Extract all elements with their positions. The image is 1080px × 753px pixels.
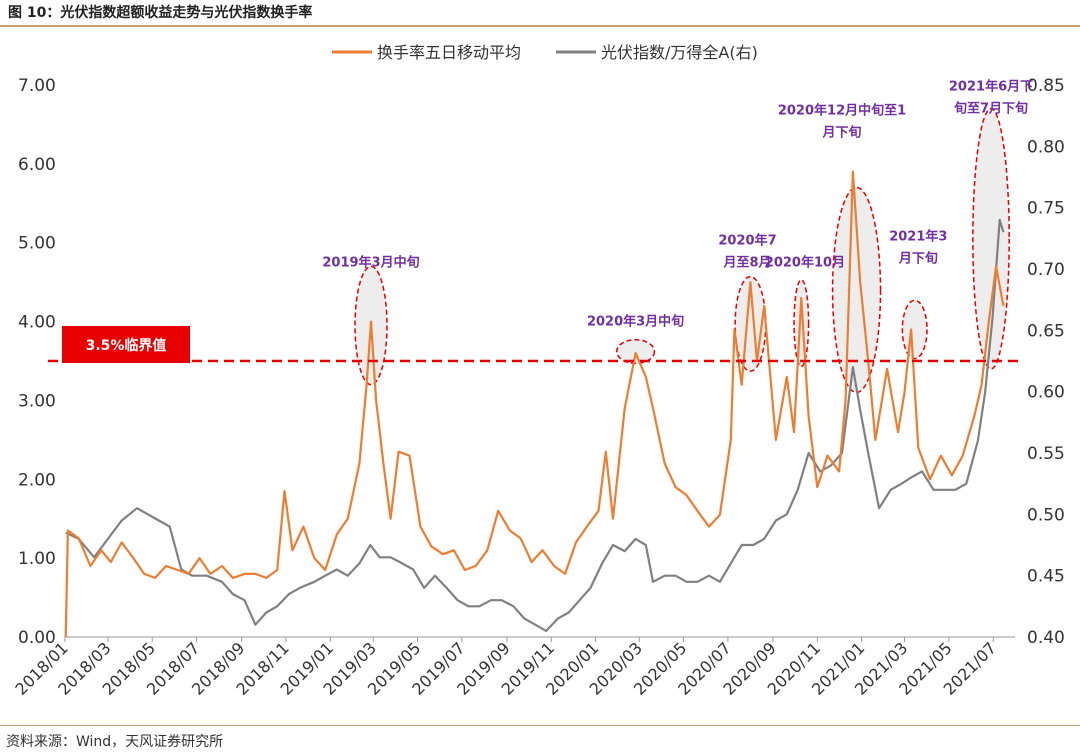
- chart: 换手率五日移动平均 光伏指数/万得全A(右) 0.00 1.00 2.00 3.00 4.0…: [11, 43, 1065, 699]
- y-right-tick-label: 0.40: [1027, 628, 1065, 648]
- annotation-label: 2020年3月中旬: [587, 314, 684, 330]
- y-right-tick-label: 0.75: [1027, 199, 1065, 219]
- y-right-tick-label: 0.55: [1027, 444, 1065, 464]
- annotation-label: 2020年12月中旬至1: [778, 102, 906, 118]
- y-left-tick-label: 5.00: [18, 234, 56, 254]
- y-left-tick-label: 6.00: [18, 155, 56, 175]
- y-right-tick-label: 0.45: [1027, 567, 1065, 587]
- figure-title: 图 10：光伏指数超额收益走势与光伏指数换手率: [8, 5, 313, 21]
- annotation-ellipse: [831, 186, 882, 394]
- legend-label-2: 光伏指数/万得全A(右): [601, 43, 758, 62]
- annotation-label: 2021年6月下: [949, 79, 1033, 95]
- annotation-label: 2021年3: [889, 228, 947, 244]
- annotation-label: 2020年10月: [765, 254, 845, 270]
- annotation-label: 月下旬: [898, 250, 938, 266]
- annotation-ellipse: [972, 107, 1010, 370]
- annotation-ellipse: [615, 338, 656, 365]
- annotation-ellipse: [901, 299, 928, 360]
- y-left-tick-label: 0.00: [18, 628, 56, 648]
- annotation-label: 月至8月: [722, 255, 771, 270]
- bottom-rule: [0, 725, 1080, 726]
- index-ratio-line: [65, 218, 1005, 632]
- title-rule: [0, 25, 1080, 27]
- y-right-tick-label: 0.65: [1027, 321, 1065, 341]
- annotation-ellipse: [793, 279, 810, 368]
- y-right-tick-label: 0.60: [1027, 383, 1065, 403]
- annotation-label: 旬至7月下旬: [953, 101, 1028, 117]
- turnover-line: [64, 170, 1005, 638]
- annotation-label: 月下旬: [822, 124, 862, 140]
- y-left-tick-label: 4.00: [18, 313, 56, 333]
- source-note: 资料来源：Wind，天风证券研究所: [6, 734, 224, 750]
- y-left-tick-label: 7.00: [18, 76, 56, 96]
- y-right-tick-label: 0.80: [1027, 137, 1065, 157]
- annotation-label: 2019年3月中旬: [322, 254, 419, 270]
- annotation-label: 2020年7: [718, 232, 776, 248]
- y-left-tick-label: 2.00: [18, 470, 56, 490]
- y-left-tick-label: 1.00: [18, 549, 56, 569]
- legend-label-1: 换手率五日移动平均: [377, 43, 521, 62]
- legend: 换手率五日移动平均 光伏指数/万得全A(右): [332, 43, 758, 62]
- y-right-tick-label: 0.85: [1027, 76, 1065, 96]
- y-left-tick-label: 3.00: [18, 391, 56, 411]
- threshold-label-box: [62, 326, 190, 363]
- y-right-tick-label: 0.70: [1027, 260, 1065, 280]
- y-right-tick-label: 0.50: [1027, 505, 1065, 525]
- threshold-label: 3.5%临界值: [86, 337, 167, 354]
